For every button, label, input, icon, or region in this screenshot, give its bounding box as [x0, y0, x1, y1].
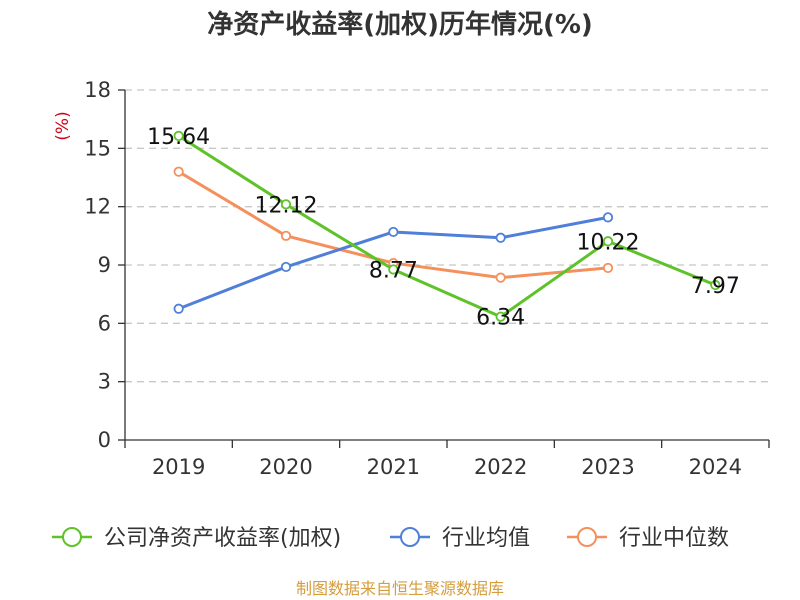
data-labels: 15.64 12.12 8.77 6.34 10.22 7.97 [147, 125, 740, 331]
x-tick-label: 2022 [474, 455, 527, 479]
y-tick-label: 0 [98, 428, 111, 452]
data-label: 12.12 [255, 193, 318, 218]
data-point [388, 264, 399, 275]
axes: 0 3 6 9 12 15 18 2019 2020 2021 2022 2023 2024 [84, 78, 770, 479]
series-2 [173, 166, 614, 283]
data-point [495, 272, 506, 283]
series-lines [173, 130, 721, 322]
data-point [173, 303, 184, 314]
legend-marker [62, 527, 82, 547]
x-tick-label: 2019 [152, 455, 205, 479]
data-point [280, 199, 292, 210]
legend-marker [400, 527, 420, 547]
data-label: 15.64 [147, 125, 210, 150]
data-point [495, 232, 506, 243]
series-line [177, 134, 716, 319]
x-tick-label: 2020 [259, 455, 312, 479]
y-tick-label: 3 [98, 370, 111, 394]
legend-item-1[interactable]: 行业均值 [390, 526, 530, 551]
series-1 [173, 212, 614, 314]
legend-label: 公司净资产收益率(加权) [104, 526, 341, 551]
data-point [602, 262, 614, 274]
data-point [280, 261, 292, 273]
legend[interactable]: 公司净资产收益率(加权) 行业均值 行业中位数 [52, 526, 729, 551]
x-tick-label: 2021 [367, 455, 420, 479]
legend-item-2[interactable]: 行业中位数 [567, 526, 729, 551]
y-tick-label: 18 [84, 78, 111, 102]
legend-label: 行业均值 [442, 526, 530, 551]
legend-marker [577, 527, 597, 547]
series-0 [173, 130, 721, 322]
data-point [280, 230, 292, 241]
data-label: 6.34 [476, 306, 525, 331]
data-point [602, 236, 614, 247]
y-axis-unit-label: (%) [53, 111, 73, 140]
data-label: 8.77 [369, 258, 418, 283]
data-point [388, 226, 399, 238]
data-point [710, 279, 721, 291]
chart-title: 净资产收益率(加权)历年情况(%) [207, 9, 593, 40]
x-tick-label: 2023 [581, 455, 634, 479]
data-point [173, 130, 184, 141]
data-label: 10.22 [577, 230, 640, 255]
y-tick-label: 15 [84, 136, 111, 160]
y-tick-label: 9 [98, 253, 111, 277]
data-label: 7.97 [691, 274, 740, 299]
y-tick-label: 6 [98, 311, 111, 335]
x-tick-label: 2024 [689, 455, 742, 479]
data-point [173, 166, 184, 177]
source-note: 制图数据来自恒生聚源数据库 [296, 579, 504, 598]
legend-label: 行业中位数 [619, 526, 729, 551]
data-point [602, 212, 614, 223]
y-tick-label: 12 [84, 195, 111, 219]
data-point [495, 311, 506, 322]
legend-item-0[interactable]: 公司净资产收益率(加权) [52, 526, 341, 551]
